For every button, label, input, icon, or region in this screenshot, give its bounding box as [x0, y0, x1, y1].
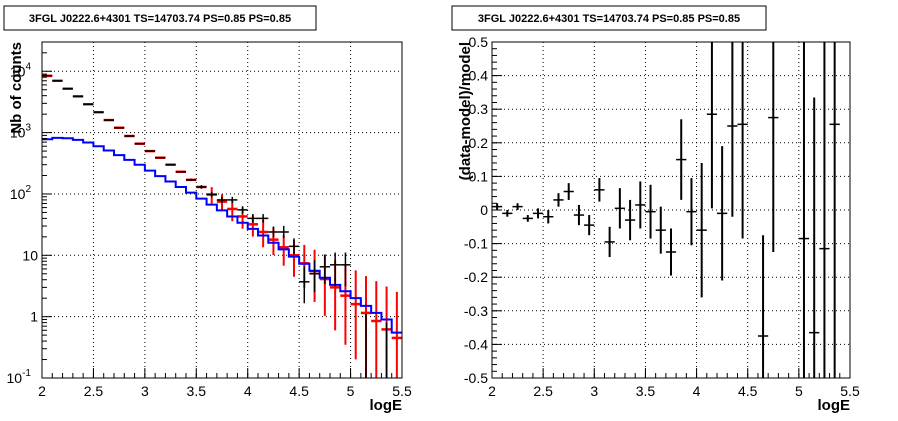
- left-y-tick-label: 104: [10, 61, 32, 79]
- right-x-tick-label: 3: [590, 383, 598, 399]
- right-title-box: [451, 5, 767, 31]
- left-y-tick-label: 1: [30, 309, 38, 325]
- left-x-tick-label: 4.5: [289, 383, 309, 399]
- right-y-tick-label: -0.4: [464, 336, 488, 352]
- left-y-tick-label: 10: [22, 247, 38, 263]
- left-x-tick-label: 2: [38, 383, 46, 399]
- left-x-tick-label: 3: [141, 383, 149, 399]
- right-grid: [492, 42, 850, 378]
- right-x-tick-label: 3.5: [636, 383, 656, 399]
- right-x-tick-label: 2.5: [533, 383, 553, 399]
- right-y-tick-label: 0.3: [469, 101, 489, 117]
- left-title-box: [3, 5, 317, 31]
- right-x-tick-label: 2: [488, 383, 496, 399]
- right-x-tick-label: 4.5: [738, 383, 758, 399]
- right-y-tick-label: -0.5: [464, 370, 488, 386]
- right-y-tick-label: -0.1: [464, 236, 488, 252]
- right-y-tick-label: 0: [480, 202, 488, 218]
- left-plot-frame: [41, 41, 403, 379]
- left-y-tick-label: 103: [10, 123, 32, 141]
- right-x-tick-label: 4: [693, 383, 701, 399]
- right-series: [492, 42, 840, 378]
- left-x-tick-label: 5: [347, 383, 355, 399]
- right-x-tick-label: 5.5: [840, 383, 860, 399]
- right-y-axis-title: (data-model)/model: [457, 42, 474, 180]
- left-x-axis-title: logE: [370, 397, 403, 414]
- left-series: [42, 74, 402, 378]
- left-y-tick-label: 102: [10, 184, 32, 202]
- right-y-tick-label: 0.5: [469, 34, 489, 50]
- right-ticks: 2 2.5 3 3.5 4 4.5 5 5.5 -0.5 -0.4 -0.3 -0.2 -0.1 0 0.1…: [464, 34, 860, 399]
- left-panel: 3FGL J0222.6+4301 TS=14703.74 PS=0.85 PS…: [3, 5, 412, 414]
- right-y-tick-label: 0.4: [469, 68, 489, 84]
- left-x-tick-label: 2.5: [84, 383, 104, 399]
- right-x-axis-title: logE: [818, 397, 851, 414]
- right-y-tick-label: 0.2: [469, 135, 489, 151]
- right-x-tick-label: 5: [795, 383, 803, 399]
- left-x-tick-label: 3.5: [187, 383, 207, 399]
- right-y-tick-label: -0.3: [464, 303, 488, 319]
- left-x-tick-label: 4: [244, 383, 252, 399]
- right-panel: 3FGL J0222.6+4301 TS=14703.74 PS=0.85 PS…: [451, 5, 860, 414]
- left-x-tick-label: 5.5: [392, 383, 412, 399]
- left-ticks: 2 2.5 3 3.5 4 4.5 5 5.5 10-1 1 10 102 103 104: [7, 41, 412, 399]
- left-chart-title: 3FGL J0222.6+4301 TS=14703.74 PS=0.85 PS…: [29, 13, 291, 25]
- right-chart-title: 3FGL J0222.6+4301 TS=14703.74 PS=0.85 PS…: [478, 13, 740, 25]
- left-grid: [42, 42, 402, 378]
- blue-model-step-line: [42, 136, 402, 334]
- right-y-tick-label: 0.1: [469, 168, 489, 184]
- left-y-axis-title: Nb of counts: [8, 42, 25, 134]
- right-y-tick-label: -0.2: [464, 269, 488, 285]
- left-y-tick-label: 10-1: [7, 368, 32, 386]
